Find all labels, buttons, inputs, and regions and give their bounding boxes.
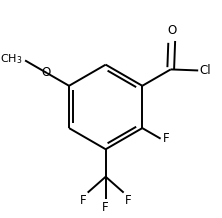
Text: O: O	[41, 66, 51, 78]
Text: F: F	[125, 194, 132, 207]
Text: F: F	[163, 132, 170, 145]
Text: CH$_3$: CH$_3$	[0, 53, 23, 66]
Text: F: F	[102, 201, 109, 215]
Text: F: F	[79, 194, 86, 207]
Text: O: O	[167, 24, 176, 37]
Text: Cl: Cl	[199, 64, 211, 77]
